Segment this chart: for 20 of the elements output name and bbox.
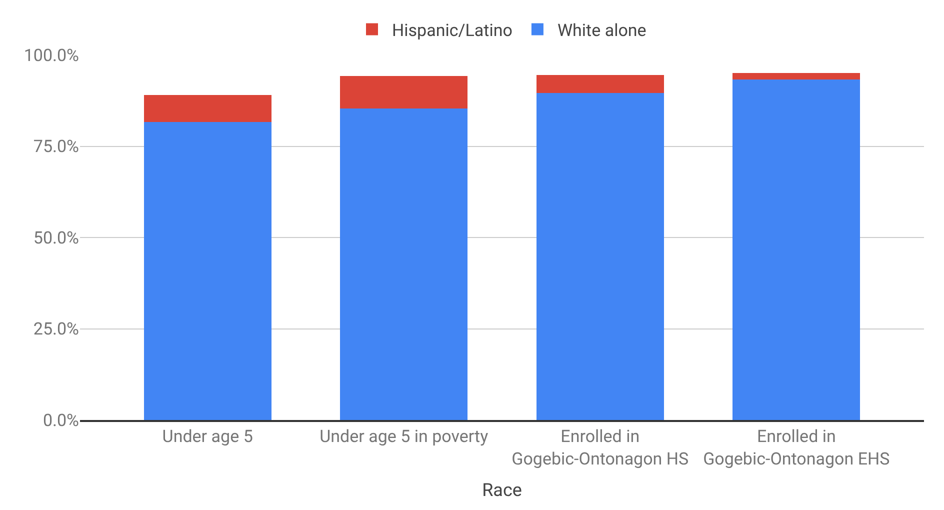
bar — [536, 92, 664, 420]
bar — [340, 108, 468, 420]
bar — [536, 75, 664, 93]
bar — [144, 122, 272, 420]
x-tick-label: Enrolled in Gogebic-Ontonagon HS — [512, 427, 689, 470]
x-tick-label: Under age 5 — [162, 427, 253, 448]
y-tick-label: 25.0% — [33, 320, 79, 340]
x-axis-title: Race — [482, 480, 522, 501]
bar — [732, 72, 860, 80]
y-tick-label: 0.0% — [42, 410, 79, 431]
bar — [732, 79, 860, 420]
bar — [340, 76, 468, 109]
x-tick-label: Under age 5 in poverty — [320, 427, 488, 448]
bar — [144, 95, 272, 122]
y-tick-label: 100.0% — [24, 46, 79, 66]
y-tick-label: 50.0% — [33, 228, 79, 248]
y-tick-label: 75.0% — [33, 137, 79, 158]
legend-label: Hispanic/Latino — [392, 20, 512, 41]
legend-label: White alone — [557, 20, 646, 41]
x-tick-label: Enrolled in Gogebic-Ontonagon EHS — [703, 427, 890, 470]
